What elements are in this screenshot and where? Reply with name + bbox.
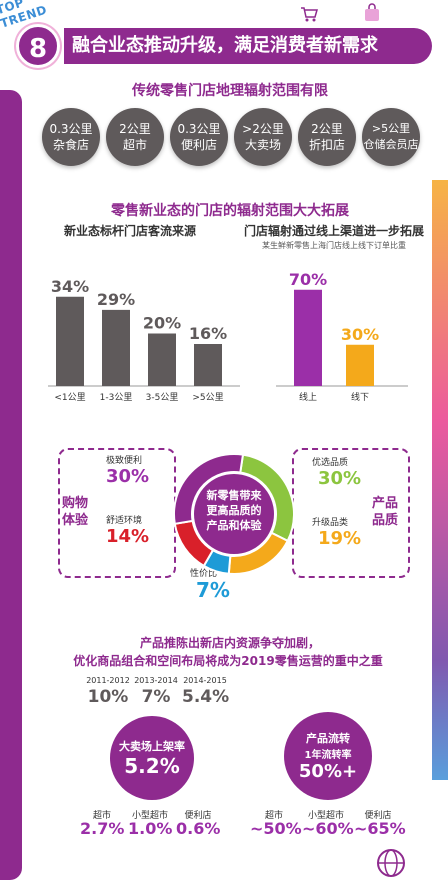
- bar-value-label: 30%: [341, 325, 379, 344]
- value-value-for-money: 7%: [196, 578, 230, 602]
- circle-hypermarket: >2公里 大卖场: [234, 108, 292, 166]
- label-value-for-money: 性价比: [190, 569, 218, 579]
- bar-0: [56, 296, 84, 386]
- radius-circles: 0.3公里 杂食店 2公里 超市 0.3公里 便利店 >2公里 大卖场 2公里 折扣店 >…: [42, 108, 422, 168]
- bar-3: [194, 344, 222, 386]
- shelf-rate-breakdown: 超市 2.7% 小型超市 1.0% 便利店 0.6%: [80, 811, 221, 838]
- right-chart-note: 某生鲜新零售上海门店线上线下订单比重: [262, 241, 406, 250]
- header: TOP TREND 8 融合业态推动升级，满足消费者新需求: [0, 0, 448, 72]
- bar-1: [102, 309, 130, 386]
- value-upgraded-category: 19%: [318, 528, 362, 549]
- circle-warehouse-club: >5公里 仓储会员店: [362, 108, 420, 166]
- value-environment: 14%: [106, 526, 150, 547]
- bar-2: [148, 333, 176, 386]
- right-group-label: 产品品质: [372, 496, 399, 528]
- bar-category-label: >5公里: [192, 392, 223, 403]
- left-group-label: 购物体验: [62, 496, 89, 528]
- year-stats: 2011-2012 10% 2013-2014 7% 2014-2015 5.4…: [86, 676, 230, 707]
- top-trend-tag: TOP TREND: [0, 0, 49, 31]
- bar-category-label: 1-3公里: [100, 392, 133, 403]
- cart-icon: [300, 6, 318, 22]
- bar-value-label: 20%: [143, 314, 181, 333]
- bar-category-label: 线上: [299, 391, 317, 403]
- label-convenience: 极致便利: [106, 456, 143, 466]
- globe-icon: [376, 848, 406, 878]
- value-convenience: 30%: [106, 466, 150, 487]
- hypermarket-shelf-rate-bubble: 大卖场上架率 5.2%: [110, 716, 194, 800]
- label-premium-quality: 优选品质: [312, 458, 349, 468]
- label-environment: 舒适环境: [106, 516, 143, 526]
- turnover-breakdown: 超市 ~50% 小型超市 ~60% 便利店 ~65%: [250, 811, 406, 838]
- chart-distance-bars: 34% <1公里 29% 1-3公里 20% 3-5公里 16% >5公里: [48, 277, 240, 403]
- section4-title-line1: 产品推陈出新店内资源争夺加剧，: [139, 636, 320, 650]
- value-premium-quality: 30%: [318, 468, 362, 489]
- bar-category-label: <1公里: [54, 392, 85, 403]
- trend-number-badge: 8: [16, 24, 60, 68]
- section2-title: 零售新业态的门店的辐射范围大大拓展: [111, 203, 349, 219]
- right-decor-strip: [432, 180, 448, 780]
- circle-supermarket: 2公里 超市: [106, 108, 164, 166]
- donut-center-text: 新零售带来 更高品质的 产品和体验: [206, 489, 262, 532]
- page-title: 融合业态推动升级，满足消费者新需求: [64, 28, 432, 64]
- quality-donut-chart: [173, 453, 295, 575]
- circle-convenience: 0.3公里 便利店: [170, 108, 228, 166]
- section4-title-line2: 优化商品组合和空间布局将成为2019零售运营的重中之重: [73, 654, 383, 668]
- section1-title: 传统零售门店地理辐射范围有限: [132, 83, 328, 99]
- bar-value-label: 29%: [97, 290, 135, 309]
- label-upgraded-category: 升级品类: [312, 518, 349, 528]
- circle-discount: 2公里 折扣店: [298, 108, 356, 166]
- circle-grocery: 0.3公里 杂食店: [42, 108, 100, 166]
- bar-value-label: 70%: [289, 270, 327, 289]
- donut-center: [194, 474, 274, 554]
- left-chart-title: 新业态标杆门店客流来源: [63, 224, 196, 238]
- bar-1: [346, 344, 374, 386]
- bar-0: [294, 289, 322, 386]
- product-turnover-bubble: 产品流转 1年流转率 50%+: [284, 712, 372, 800]
- bar-value-label: 16%: [189, 324, 227, 343]
- shopping-bag-icon: [362, 2, 382, 22]
- bar-value-label: 34%: [51, 277, 89, 296]
- bar-category-label: 3-5公里: [146, 392, 179, 403]
- bar-category-label: 线下: [351, 391, 369, 403]
- chart-online-offline-bars: 70% 线上 30% 线下: [276, 270, 408, 403]
- left-decor-bar: [0, 90, 22, 880]
- donut-slice-4: [173, 453, 245, 525]
- right-chart-title: 门店辐射通过线上渠道进一步拓展: [243, 224, 424, 238]
